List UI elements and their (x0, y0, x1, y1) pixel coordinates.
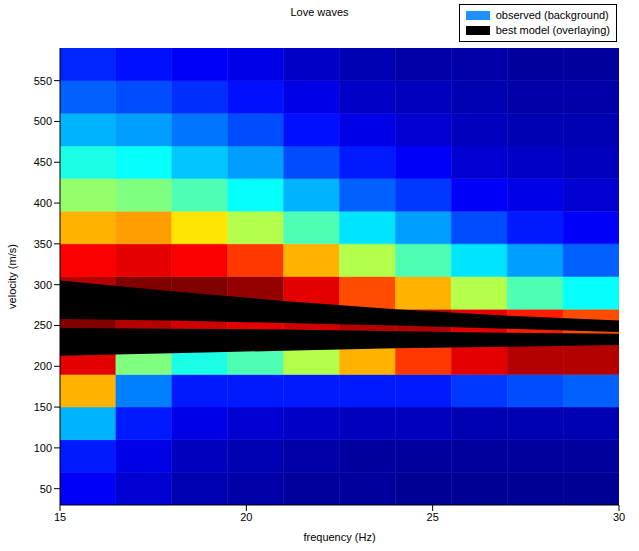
html-text:best model (overlaying): best model (overlaying) (495, 24, 610, 36)
svg-text:velocity (m/s): velocity (m/s) (6, 244, 18, 309)
svg-text:150: 150 (34, 401, 52, 413)
svg-text:50: 50 (40, 483, 52, 495)
html-text:observed (background): observed (background) (495, 9, 609, 21)
svg-text:frequency (Hz): frequency (Hz) (303, 531, 375, 543)
svg-text:250: 250 (34, 319, 52, 331)
svg-text:30: 30 (613, 511, 625, 523)
svg-text:15: 15 (54, 511, 66, 523)
svg-text:500: 500 (34, 115, 52, 127)
html-text:Love waves: Love waves (290, 6, 349, 18)
svg-text:550: 550 (34, 75, 52, 87)
svg-text:300: 300 (34, 279, 52, 291)
svg-text:450: 450 (34, 156, 52, 168)
svg-text:100: 100 (34, 442, 52, 454)
svg-text:350: 350 (34, 238, 52, 250)
svg-text:20: 20 (240, 511, 252, 523)
svg-text:400: 400 (34, 197, 52, 209)
svg-text:25: 25 (427, 511, 439, 523)
svg-text:200: 200 (34, 360, 52, 372)
